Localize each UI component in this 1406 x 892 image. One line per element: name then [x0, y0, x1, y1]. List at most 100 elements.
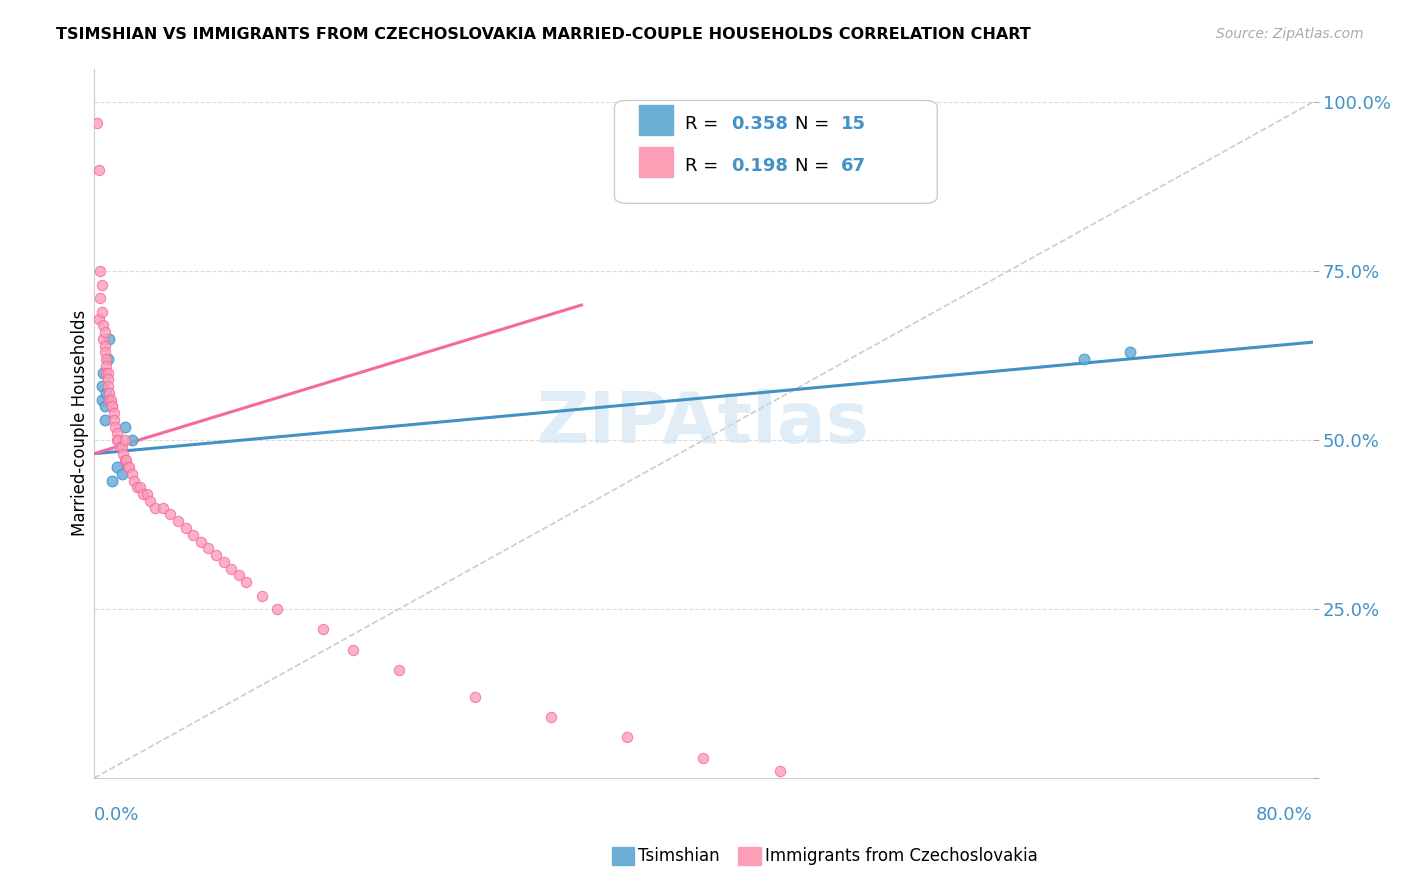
Point — [181, 527, 204, 541]
Text: Immigrants from Czechoslovakia: Immigrants from Czechoslovakia — [765, 847, 1038, 865]
Point — [107, 433, 129, 447]
Point — [96, 385, 118, 400]
Point — [103, 406, 125, 420]
Text: 15: 15 — [841, 115, 866, 133]
Point — [105, 460, 128, 475]
Point — [94, 325, 117, 339]
Point — [143, 500, 166, 515]
Point — [104, 419, 127, 434]
Point — [121, 467, 143, 481]
Point — [90, 392, 112, 407]
Point — [90, 277, 112, 292]
Text: 67: 67 — [841, 157, 866, 175]
Point — [96, 352, 118, 367]
Point — [122, 474, 145, 488]
Point — [540, 710, 562, 724]
Text: Source: ZipAtlas.com: Source: ZipAtlas.com — [1216, 27, 1364, 41]
Point — [197, 541, 219, 556]
Point — [110, 467, 132, 481]
Point — [616, 731, 638, 745]
Point — [167, 514, 190, 528]
Point — [235, 575, 257, 590]
Point — [87, 162, 110, 177]
Point — [159, 508, 181, 522]
Point — [108, 440, 131, 454]
Point — [128, 480, 150, 494]
Point — [91, 366, 114, 380]
Point — [121, 433, 143, 447]
Point — [101, 400, 124, 414]
Point — [94, 345, 117, 359]
Point — [96, 366, 118, 380]
Point — [103, 413, 125, 427]
Point — [94, 338, 117, 352]
Point — [97, 379, 120, 393]
Bar — [638, 147, 673, 178]
Point — [311, 623, 333, 637]
Point — [89, 264, 111, 278]
Y-axis label: Married-couple Households: Married-couple Households — [72, 310, 89, 536]
Text: N =: N = — [794, 157, 835, 175]
Point — [212, 555, 235, 569]
Point — [97, 372, 120, 386]
Point — [342, 642, 364, 657]
Point — [94, 413, 117, 427]
Point — [152, 500, 174, 515]
Text: R =: R = — [685, 115, 724, 133]
Point — [94, 400, 117, 414]
Text: ZIPAtlas: ZIPAtlas — [537, 389, 870, 458]
Point — [112, 447, 135, 461]
Point — [86, 115, 108, 129]
Point — [768, 764, 790, 779]
Point — [89, 291, 111, 305]
Point — [87, 311, 110, 326]
Point — [1073, 352, 1095, 367]
Point — [101, 400, 124, 414]
Text: 80.0%: 80.0% — [1256, 806, 1313, 824]
Point — [98, 332, 121, 346]
Point — [125, 480, 148, 494]
Point — [91, 318, 114, 333]
Text: 0.0%: 0.0% — [94, 806, 139, 824]
Text: R =: R = — [685, 157, 724, 175]
Point — [97, 352, 120, 367]
Point — [388, 663, 411, 677]
Text: 0.198: 0.198 — [731, 157, 789, 175]
Point — [114, 419, 136, 434]
Bar — [638, 104, 673, 135]
Text: 0.358: 0.358 — [731, 115, 789, 133]
Point — [132, 487, 155, 501]
FancyBboxPatch shape — [614, 101, 938, 203]
Point — [114, 433, 136, 447]
Point — [174, 521, 197, 535]
Point — [105, 433, 128, 447]
Point — [100, 392, 122, 407]
Point — [266, 602, 288, 616]
Point — [96, 359, 118, 373]
Point — [1119, 345, 1142, 359]
Point — [117, 460, 139, 475]
Point — [114, 453, 136, 467]
Point — [136, 487, 159, 501]
Point — [110, 440, 132, 454]
Point — [139, 494, 162, 508]
Point — [115, 453, 138, 467]
Point — [219, 561, 242, 575]
Point — [98, 385, 121, 400]
Point — [105, 426, 128, 441]
Point — [98, 392, 121, 407]
Point — [97, 366, 120, 380]
Point — [205, 548, 228, 562]
Text: N =: N = — [794, 115, 835, 133]
Point — [190, 534, 212, 549]
Point — [118, 460, 141, 475]
Point — [228, 568, 250, 582]
Point — [90, 305, 112, 319]
Point — [692, 750, 714, 764]
Point — [250, 589, 273, 603]
Point — [90, 379, 112, 393]
Point — [91, 332, 114, 346]
Text: Tsimshian: Tsimshian — [638, 847, 720, 865]
Point — [464, 690, 486, 704]
Text: TSIMSHIAN VS IMMIGRANTS FROM CZECHOSLOVAKIA MARRIED-COUPLE HOUSEHOLDS CORRELATIO: TSIMSHIAN VS IMMIGRANTS FROM CZECHOSLOVA… — [56, 27, 1031, 42]
